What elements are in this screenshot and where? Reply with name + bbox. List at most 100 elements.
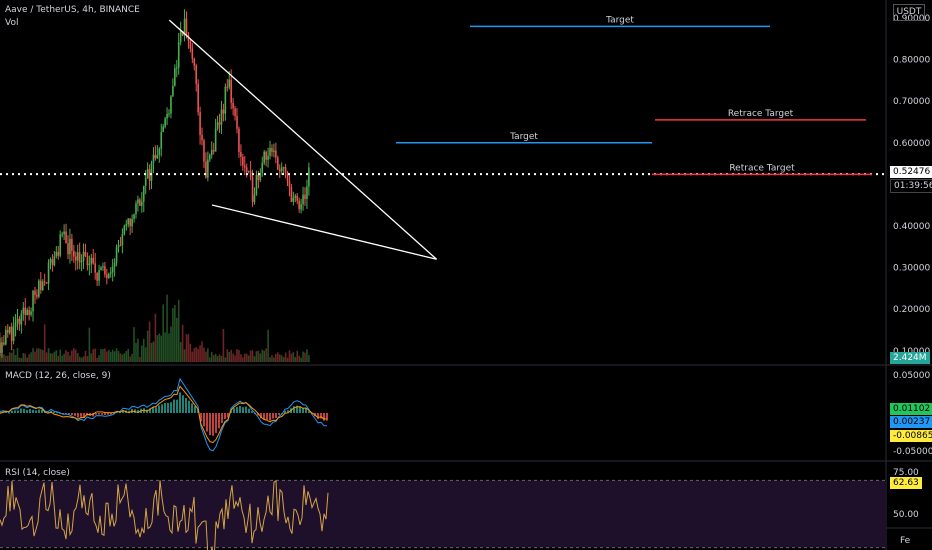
volume-bar — [71, 350, 73, 362]
candle-body — [290, 187, 293, 202]
macd-histogram-bar — [194, 406, 196, 413]
macd-histogram-bar — [278, 413, 280, 415]
volume-bar — [94, 348, 96, 362]
candle-body — [265, 151, 267, 160]
price-axis-tick: 0.80000 — [893, 56, 930, 66]
volume-bar — [156, 335, 159, 362]
volume-bar — [135, 342, 137, 362]
volume-bar — [154, 313, 157, 362]
macd-histogram-bar — [260, 413, 262, 419]
candle-body — [207, 159, 209, 178]
candle-body — [160, 131, 163, 149]
macd-histogram-bar — [275, 413, 277, 419]
candle-body — [273, 150, 275, 152]
macd-histogram-bar — [284, 410, 286, 413]
volume-bar — [261, 349, 264, 362]
macd-histogram-bar — [317, 413, 319, 419]
macd-line-tag: 0.00237 — [890, 416, 932, 428]
volume-bar — [249, 350, 252, 362]
candle-body — [102, 266, 104, 268]
candle-body — [76, 252, 79, 261]
macd-histogram-bar — [56, 412, 58, 414]
candle-body — [148, 169, 151, 181]
volume-bar — [164, 332, 166, 362]
target-label: Target — [605, 15, 634, 25]
volume-legend: Vol — [5, 18, 19, 28]
volume-bar — [209, 357, 211, 362]
candle-body — [280, 167, 283, 172]
candle-body — [113, 262, 116, 267]
candle-body — [177, 42, 180, 68]
volume-bar — [10, 352, 13, 362]
macd-histogram-bar — [0, 412, 1, 414]
volume-bar — [247, 355, 250, 362]
volume-bar — [69, 355, 71, 362]
volume-bar — [193, 348, 196, 362]
macd-histogram-bar — [35, 410, 37, 413]
volume-bar — [28, 354, 30, 362]
candle-body — [34, 290, 36, 295]
candle-body — [261, 162, 264, 173]
candle-body — [152, 154, 155, 163]
candle-body — [133, 214, 135, 219]
countdown-tag: 01:39:56 — [890, 179, 932, 193]
candle-body — [137, 199, 139, 204]
candle-body — [78, 252, 81, 263]
volume-bar — [0, 332, 1, 362]
candle-body — [304, 194, 306, 199]
volume-bar — [205, 351, 207, 362]
volume-bar — [24, 353, 27, 362]
volume-bar — [300, 357, 302, 362]
candle-body — [88, 263, 91, 266]
candle-body — [185, 18, 188, 35]
candle-body — [55, 251, 58, 257]
volume-bar — [49, 353, 52, 362]
macd-histogram-bar — [41, 409, 43, 413]
candle-body — [197, 83, 199, 113]
volume-bar — [109, 351, 112, 362]
macd-histogram-bar — [83, 413, 85, 418]
volume-bar — [98, 355, 100, 362]
volume-bar — [197, 348, 199, 362]
candle-body — [18, 318, 21, 325]
candle-body — [238, 128, 240, 153]
candle-body — [158, 148, 161, 156]
candle-body — [51, 259, 54, 266]
candle-body — [47, 262, 50, 284]
volume-bar — [218, 354, 221, 362]
volume-bar — [288, 350, 291, 362]
candle-body — [82, 251, 85, 261]
macd-histogram-bar — [299, 406, 301, 413]
candle-body — [22, 307, 25, 314]
volume-bar — [90, 353, 93, 362]
price-axis-tick: 0.30000 — [893, 264, 930, 274]
macd-histogram-bar — [251, 411, 253, 413]
candle-body — [16, 318, 19, 323]
candle-body — [298, 200, 300, 210]
volume-bar — [127, 348, 130, 362]
candle-body — [59, 234, 62, 256]
candle-body — [193, 58, 196, 66]
currency-selector[interactable]: USDT — [893, 4, 925, 21]
volume-bar — [284, 352, 287, 362]
candle-body — [100, 267, 102, 271]
macd-histogram-bar — [257, 413, 259, 416]
candle-body — [168, 113, 170, 115]
candle-body — [144, 178, 147, 186]
volume-bar — [59, 349, 62, 362]
volume-bar — [245, 353, 248, 362]
macd-histogram-bar — [77, 413, 79, 418]
candle-body — [141, 201, 143, 206]
candle-body — [230, 79, 232, 103]
candle-body — [49, 259, 52, 263]
wedge-lower-line — [211, 204, 437, 260]
candle-body — [175, 67, 178, 69]
macd-histogram-bar — [38, 409, 40, 413]
candle-body — [154, 154, 157, 159]
candle-body — [222, 109, 225, 114]
volume-bar — [273, 357, 275, 362]
candle-body — [236, 116, 238, 129]
candle-body — [5, 329, 7, 345]
volume-bar — [308, 355, 310, 362]
